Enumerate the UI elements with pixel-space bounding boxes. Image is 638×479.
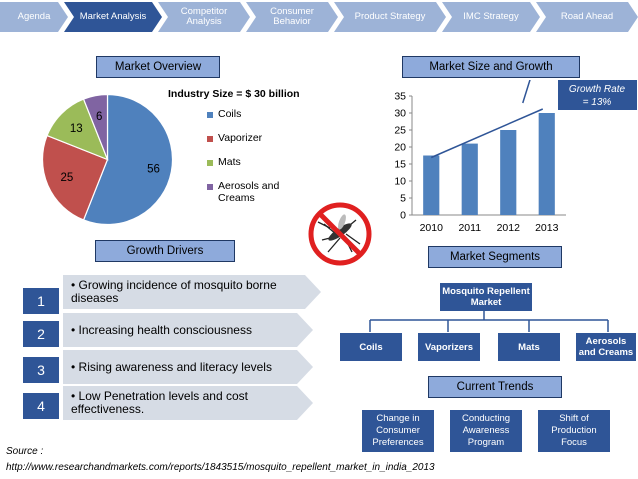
y-tick-label: 25 [394, 125, 406, 137]
current-trends-header: Current Trends [428, 376, 562, 398]
pie-data-label: 56 [147, 163, 160, 175]
growth-rate-value: = 13% [583, 97, 612, 108]
segment-vaporizers: Vaporizers [418, 333, 480, 361]
pie-data-label: 13 [70, 123, 83, 135]
legend-swatch [207, 112, 213, 118]
growth-driver-row-2: • Increasing health consciousness [63, 313, 313, 347]
segment-aerosols: Aerosols and Creams [576, 333, 636, 361]
growth-arrow [522, 80, 531, 104]
nav-tab-label: Agenda [17, 11, 51, 22]
legend-swatch [207, 160, 213, 166]
growth-driver-text: • Low Penetration levels and cost effect… [71, 389, 248, 416]
market-overview-header: Market Overview [96, 56, 220, 78]
y-tick-label: 30 [394, 108, 406, 120]
segment-coils: Coils [340, 333, 402, 361]
legend-swatch [207, 136, 213, 142]
growth-driver-text: • Rising awareness and literacy levels [71, 359, 272, 374]
bar-2013 [538, 113, 555, 215]
x-tick-label: 2013 [535, 222, 559, 234]
industry-size-label: Industry Size = $ 30 billion [168, 88, 300, 100]
legend-item: Aerosols and Creams [207, 180, 288, 204]
nav-tab-consumer-behavior[interactable]: Consumer Behavior [246, 2, 338, 32]
pie-slice-coils [82, 93, 174, 226]
trend-item: Change in Consumer Preferences [362, 410, 434, 452]
x-tick-label: 2010 [420, 222, 444, 234]
growth-trend-line [430, 108, 544, 159]
nav-tab-label: Competitor Analysis [180, 6, 228, 27]
legend-item: Coils [207, 108, 288, 120]
legend-label: Aerosols and Creams [218, 180, 280, 204]
nav-tab-road-ahead[interactable]: Road Ahead [536, 2, 638, 32]
growth-drivers-header: Growth Drivers [95, 240, 235, 262]
growth-driver-row-4: • Low Penetration levels and cost effect… [63, 386, 313, 420]
pie-slice-vaporizer [41, 134, 109, 221]
growth-driver-row-1: • Growing incidence of mosquito borne di… [63, 275, 321, 309]
growth-driver-number: 3 [23, 357, 59, 383]
bar-2011 [461, 143, 478, 215]
legend-label: Vaporizer [218, 132, 263, 144]
nav-tab-competitor-analysis[interactable]: Competitor Analysis [158, 2, 250, 32]
segment-tree-connectors [369, 310, 609, 332]
nav-tab-label: Product Strategy [354, 11, 426, 22]
bar-2010 [423, 155, 440, 215]
nav-tab-imc-strategy[interactable]: IMC Strategy [442, 2, 540, 32]
legend-label: Mats [218, 156, 241, 168]
market-size-header: Market Size and Growth [402, 56, 580, 78]
no-mosquito-icon [308, 202, 372, 266]
y-tick-label: 35 [394, 91, 406, 103]
y-tick-label: 5 [400, 193, 406, 205]
growth-driver-number: 2 [23, 321, 59, 347]
legend-item: Vaporizer [207, 132, 288, 144]
segment-root: Mosquito Repellent Market [440, 283, 532, 311]
bar-2012 [500, 130, 517, 215]
top-navigation: Agenda Market Analysis Competitor Analys… [0, 2, 638, 32]
growth-rate-label: Growth Rate [569, 84, 626, 95]
nav-tab-market-analysis[interactable]: Market Analysis [64, 2, 162, 32]
trend-item: Shift of Production Focus [538, 410, 610, 452]
nav-tab-agenda[interactable]: Agenda [0, 2, 68, 32]
trend-item: Conducting Awareness Program [450, 410, 522, 452]
growth-driver-number: 1 [23, 288, 59, 314]
growth-rate-callout [558, 80, 637, 110]
y-tick-label: 10 [394, 176, 406, 188]
source-label: Source : [6, 446, 44, 457]
x-tick-label: 2011 [458, 222, 481, 234]
nav-tab-label: IMC Strategy [463, 11, 519, 22]
growth-driver-text: • Growing incidence of mosquito borne di… [71, 278, 277, 305]
bar-chart: 0 5 10 15 20 25 30 35 2010 2011 2012 2013 Growth Rat… [394, 80, 637, 234]
y-tick-label: 20 [394, 142, 406, 154]
nav-tab-label: Market Analysis [79, 11, 147, 22]
pie-legend: Coils Vaporizer Mats Aerosols and Creams [207, 108, 288, 216]
nav-tab-label: Consumer Behavior [270, 6, 314, 27]
market-segments-header: Market Segments [428, 246, 562, 268]
growth-driver-row-3: • Rising awareness and literacy levels [63, 350, 313, 384]
y-tick-label: 0 [400, 210, 406, 222]
nav-tab-label: Road Ahead [560, 11, 614, 22]
segment-mats: Mats [498, 333, 560, 361]
source-url[interactable]: http://www.researchandmarkets.com/report… [6, 462, 435, 473]
legend-item: Mats [207, 156, 288, 168]
legend-swatch [207, 184, 213, 190]
nav-tab-product-strategy[interactable]: Product Strategy [334, 2, 446, 32]
pie-data-label: 6 [96, 111, 102, 123]
pie-chart: 56 25 13 6 [41, 93, 174, 226]
pie-slice-aerosols-and-creams [82, 93, 109, 160]
x-tick-label: 2012 [497, 222, 521, 234]
pie-data-label: 25 [61, 172, 74, 184]
growth-driver-number: 4 [23, 393, 59, 419]
y-tick-label: 15 [394, 159, 406, 171]
growth-driver-text: • Increasing health consciousness [71, 322, 252, 337]
legend-label: Coils [218, 108, 242, 120]
